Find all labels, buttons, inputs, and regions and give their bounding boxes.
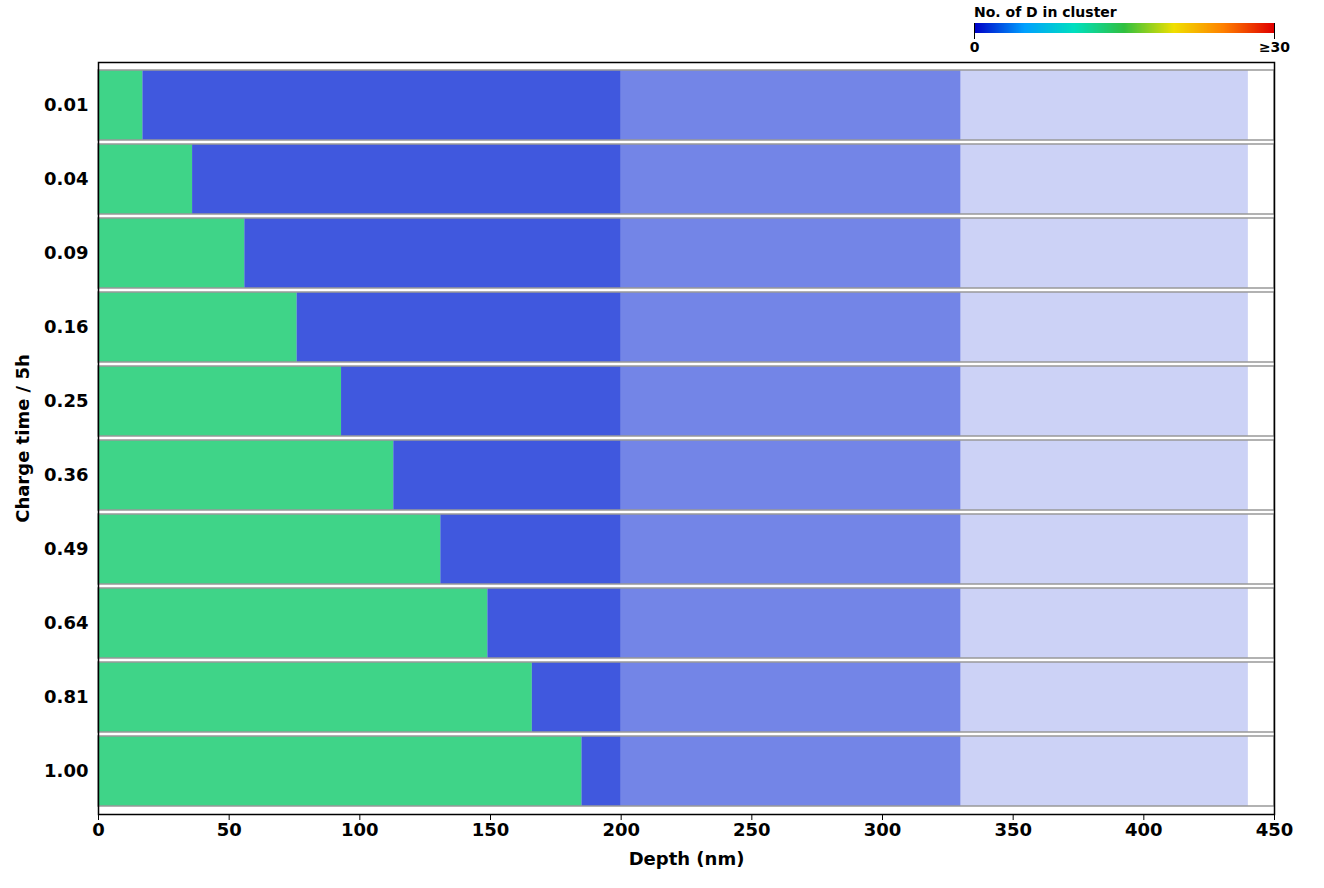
svg-text:0: 0 [970,39,980,55]
svg-text:0.16: 0.16 [44,316,88,337]
svg-text:0.09: 0.09 [44,242,88,263]
svg-text:450: 450 [1256,819,1294,840]
svg-text:0.49: 0.49 [44,538,88,559]
svg-text:200: 200 [602,819,640,840]
svg-text:0.36: 0.36 [44,464,88,485]
svg-text:0.25: 0.25 [44,390,88,411]
svg-text:250: 250 [733,819,771,840]
svg-text:400: 400 [1125,819,1163,840]
svg-text:150: 150 [472,819,510,840]
svg-text:0: 0 [92,819,105,840]
svg-text:100: 100 [341,819,379,840]
svg-text:Charge time / 5h: Charge time / 5h [12,354,33,523]
svg-text:0.04: 0.04 [44,168,88,189]
svg-text:350: 350 [994,819,1032,840]
svg-text:No. of D in cluster: No. of D in cluster [974,4,1117,20]
svg-text:0.81: 0.81 [44,686,88,707]
svg-text:1.00: 1.00 [44,760,88,781]
svg-text:Depth (nm): Depth (nm) [629,848,745,869]
svg-text:≥30: ≥30 [1259,39,1290,55]
svg-text:0.01: 0.01 [44,94,88,115]
svg-text:300: 300 [864,819,902,840]
svg-text:0.64: 0.64 [44,612,88,633]
svg-text:50: 50 [217,819,242,840]
